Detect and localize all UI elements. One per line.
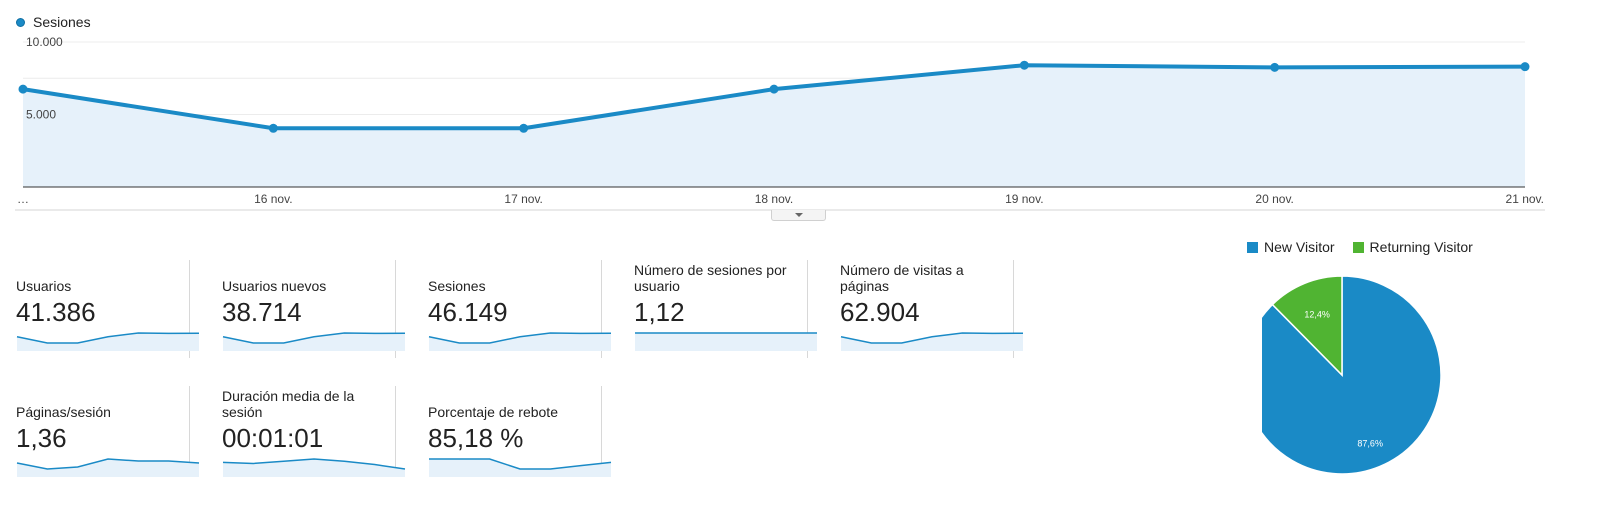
metric-sparkline — [429, 458, 612, 477]
chevron-down-icon — [794, 213, 803, 217]
x-tick-label: 18 nov. — [755, 192, 793, 206]
metric-sparkline — [16, 332, 200, 351]
visitor-type-pie-chart: 87,6% 12,4% — [1262, 275, 1442, 475]
data-point[interactable] — [268, 123, 278, 133]
metric-value: 38.714 — [222, 297, 302, 327]
y-tick-label: 10.000 — [26, 35, 63, 49]
metric-card[interactable]: Páginas/sesión 1,36 — [0, 386, 200, 477]
sessions-line-chart: 10.000 5.000 … 16 nov. 17 nov. 18 nov. 19 nov.… — [15, 35, 1545, 211]
x-tick-label: 21 nov. — [1506, 192, 1544, 206]
legend-swatch-icon — [1352, 241, 1364, 253]
metric-value: 1,12 — [634, 297, 685, 327]
pie-slice[interactable] — [1271, 275, 1343, 377]
data-point[interactable] — [18, 84, 28, 94]
metric-value: 41.386 — [16, 297, 96, 327]
metric-sparkline — [428, 332, 612, 351]
metric-value: 1,36 — [16, 423, 67, 453]
metric-label: Número de visitas a páginas — [840, 262, 964, 294]
series-dot-icon — [16, 17, 25, 27]
sparkline-line — [222, 332, 406, 344]
pie-legend-label: Returning Visitor — [1369, 239, 1473, 255]
metric-sparkline — [16, 458, 200, 477]
sparkline-area — [223, 333, 405, 351]
metric-value: 00:01:01 — [222, 423, 324, 453]
sparkline-area — [17, 459, 199, 477]
sparkline-line — [840, 332, 1024, 344]
data-point[interactable] — [1520, 62, 1530, 72]
pie-legend: New Visitor Returning Visitor — [1247, 239, 1473, 255]
data-point[interactable] — [519, 123, 529, 133]
metric-label: Duración media de la sesión — [222, 388, 355, 420]
metric-card[interactable]: Número de visitas a páginas 62.904 — [824, 260, 1024, 358]
sparkline-line — [428, 332, 612, 344]
legend-swatch-icon — [1247, 241, 1258, 253]
sparkline-line — [16, 458, 200, 470]
pie-slice[interactable] — [1262, 275, 1442, 475]
sparkline-line — [429, 458, 612, 470]
metric-label: Sesiones — [428, 278, 486, 294]
pie-legend-label: New Visitor — [1264, 239, 1335, 255]
sparkline-line — [222, 458, 406, 470]
metric-card[interactable]: Usuarios nuevos 38.714 — [206, 260, 406, 358]
x-tick-label: 19 nov. — [1005, 192, 1043, 206]
metric-card[interactable]: Porcentaje de rebote 85,18 % — [412, 386, 612, 477]
collapse-chart-button[interactable] — [771, 210, 826, 221]
metric-card[interactable]: Número de sesiones por usuario 1,12 — [618, 260, 817, 358]
x-tick-label: 20 nov. — [1255, 192, 1293, 206]
data-point[interactable] — [769, 84, 779, 94]
metric-label: Usuarios nuevos — [222, 278, 327, 294]
data-point[interactable] — [1019, 60, 1029, 70]
metric-card[interactable]: Sesiones 46.149 — [412, 260, 612, 358]
x-tick-label: 16 nov. — [254, 192, 292, 206]
pie-slice-label: 87,6% — [1357, 439, 1383, 449]
metric-sparkline — [222, 332, 406, 351]
chart-legend[interactable]: Sesiones — [16, 14, 91, 30]
metric-label: Número de sesiones por usuario — [634, 262, 787, 294]
pie-legend-item-returning[interactable]: Returning Visitor — [1352, 239, 1473, 255]
metric-value: 62.904 — [840, 297, 920, 327]
sparkline-line — [16, 332, 200, 344]
metric-sparkline — [635, 332, 817, 351]
sparkline-area — [429, 333, 611, 351]
series-label: Sesiones — [33, 14, 91, 30]
metric-label: Páginas/sesión — [16, 404, 111, 420]
sparkline-area — [429, 459, 611, 477]
metric-label: Porcentaje de rebote — [428, 404, 558, 420]
y-tick-label: 5.000 — [26, 108, 56, 122]
x-tick-label: … — [17, 192, 29, 206]
pie-slice-label: 12,4% — [1304, 310, 1330, 320]
sparkline-area — [17, 333, 199, 351]
metric-sparkline — [840, 332, 1024, 351]
metric-label: Usuarios — [16, 278, 72, 294]
data-point[interactable] — [1270, 62, 1280, 72]
sparkline-area — [841, 333, 1023, 351]
metric-card[interactable]: Usuarios 41.386 — [0, 260, 200, 358]
x-tick-label: 17 nov. — [504, 192, 542, 206]
metric-value: 85,18 % — [428, 423, 524, 453]
metric-value: 46.149 — [428, 297, 508, 327]
metric-sparkline — [222, 458, 406, 477]
metric-card[interactable]: Duración media de la sesión 00:01:01 — [206, 386, 406, 477]
sparkline-area — [223, 459, 405, 477]
pie-legend-item-new[interactable]: New Visitor — [1247, 239, 1335, 255]
series-area — [23, 65, 1525, 187]
sparkline-area — [635, 333, 817, 351]
